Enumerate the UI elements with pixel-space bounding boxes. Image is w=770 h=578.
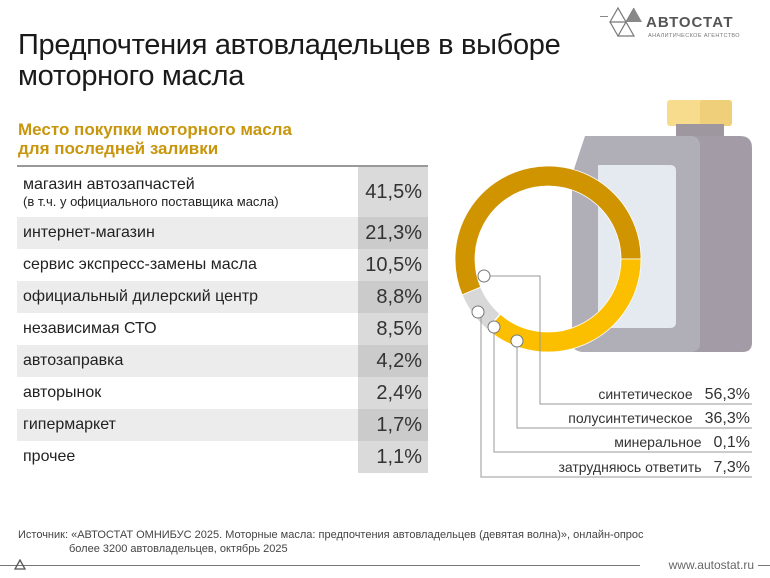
legend-label: полусинтетическое — [568, 410, 693, 426]
legend-value: 7,3% — [713, 459, 750, 476]
callout-line — [516, 341, 752, 429]
table-row: магазин автозапчастей (в т.ч. у официальн… — [17, 167, 428, 217]
table-row: интернет-магазин 21,3% — [17, 217, 428, 249]
table-title: Место покупки моторного масла для последн… — [18, 120, 292, 158]
callout-line — [484, 275, 752, 405]
legend-item: полусинтетическое 36,3% — [450, 409, 750, 428]
row-value: 21,3% — [358, 217, 428, 249]
title-line-2: моторного масла — [18, 60, 245, 92]
table-row: прочее 1,1% — [17, 441, 428, 473]
legend-value: 36,3% — [704, 410, 750, 427]
table-row: сервис экспресс-замены масла 10,5% — [17, 249, 428, 281]
table-title-line-2: для последней заливки — [18, 139, 219, 158]
row-value: 10,5% — [358, 249, 428, 281]
row-label: официальный дилерский центр — [17, 281, 358, 313]
table-row: официальный дилерский центр 8,8% — [17, 281, 428, 313]
source-line-2: более 3200 автовладельцев, октябрь 2025 — [69, 543, 288, 555]
table-row: гипермаркет 1,7% — [17, 409, 428, 441]
row-label-text: сервис экспресс-замены масла — [23, 256, 257, 273]
row-label: сервис экспресс-замены масла — [17, 249, 358, 281]
row-label: гипермаркет — [17, 409, 358, 441]
legend-item: синтетическое 56,3% — [450, 385, 750, 404]
page-title: Предпочтения автовладельцев в выборе мото… — [18, 29, 561, 92]
row-label-text: интернет-магазин — [23, 224, 155, 241]
logo-triangles-icon — [608, 6, 642, 37]
footer-line — [0, 565, 640, 566]
row-label-text: прочее — [23, 448, 76, 465]
legend-item: затрудняюсь ответить 7,3% — [450, 458, 750, 477]
source-note: Источник: «АВТОСТАТ ОМНИБУС 2025. Моторн… — [18, 528, 644, 556]
legend-label: синтетическое — [598, 386, 693, 402]
row-value: 2,4% — [358, 377, 428, 409]
source-line-1: Источник: «АВТОСТАТ ОМНИБУС 2025. Моторн… — [18, 529, 644, 541]
row-value: 8,8% — [358, 281, 428, 313]
website-link[interactable]: www.autostat.ru — [668, 558, 754, 572]
legend-value: 56,3% — [704, 386, 750, 403]
callout-marker — [477, 269, 491, 283]
autostat-logo: АВТОСТАТ АНАЛИТИЧЕСКОЕ АГЕНТСТВО — [600, 2, 770, 42]
title-line-1: Предпочтения автовладельцев в выборе — [18, 29, 561, 61]
row-label-text: официальный дилерский центр — [23, 288, 259, 305]
row-label-text: магазин автозапчастей — [23, 175, 195, 193]
row-label: интернет-магазин — [17, 217, 358, 249]
row-label-text: гипермаркет — [23, 416, 116, 433]
logo-tagline: АНАЛИТИЧЕСКОЕ АГЕНТСТВО — [648, 33, 740, 39]
row-label: магазин автозапчастей (в т.ч. у официальн… — [17, 167, 358, 217]
row-value: 8,5% — [358, 313, 428, 345]
footer-line-end — [758, 565, 770, 566]
row-label: независимая СТО — [17, 313, 358, 345]
legend-value: 0,1% — [713, 434, 750, 451]
legend-item: минеральное 0,1% — [450, 433, 750, 452]
row-value: 1,7% — [358, 409, 428, 441]
logo-name: АВТОСТАТ — [646, 14, 734, 31]
callout-marker — [487, 320, 501, 334]
divider — [17, 165, 428, 167]
legend-label: затрудняюсь ответить — [558, 459, 702, 475]
legend-label: минеральное — [614, 434, 702, 450]
purchase-place-table: магазин автозапчастей (в т.ч. у официальн… — [17, 167, 428, 473]
table-row: независимая СТО 8,5% — [17, 313, 428, 345]
row-label-text: автозаправка — [23, 352, 124, 369]
row-value: 4,2% — [358, 345, 428, 377]
footer-logo-icon — [14, 559, 26, 570]
row-label-text: независимая СТО — [23, 320, 157, 337]
row-label: прочее — [17, 441, 358, 473]
donut-slice-3 — [486, 258, 642, 353]
row-label-text: авторынок — [23, 384, 102, 401]
row-sublabel: (в т.ч. у официального поставщика масла) — [23, 193, 279, 209]
table-title-line-1: Место покупки моторного масла — [18, 120, 292, 139]
callout-line — [493, 327, 752, 453]
table-row: авторынок 2,4% — [17, 377, 428, 409]
callout-marker — [471, 305, 485, 319]
row-label: авторынок — [17, 377, 358, 409]
table-row: автозаправка 4,2% — [17, 345, 428, 377]
row-value: 41,5% — [358, 167, 428, 217]
row-value: 1,1% — [358, 441, 428, 473]
callout-marker — [510, 334, 524, 348]
row-label: автозаправка — [17, 345, 358, 377]
